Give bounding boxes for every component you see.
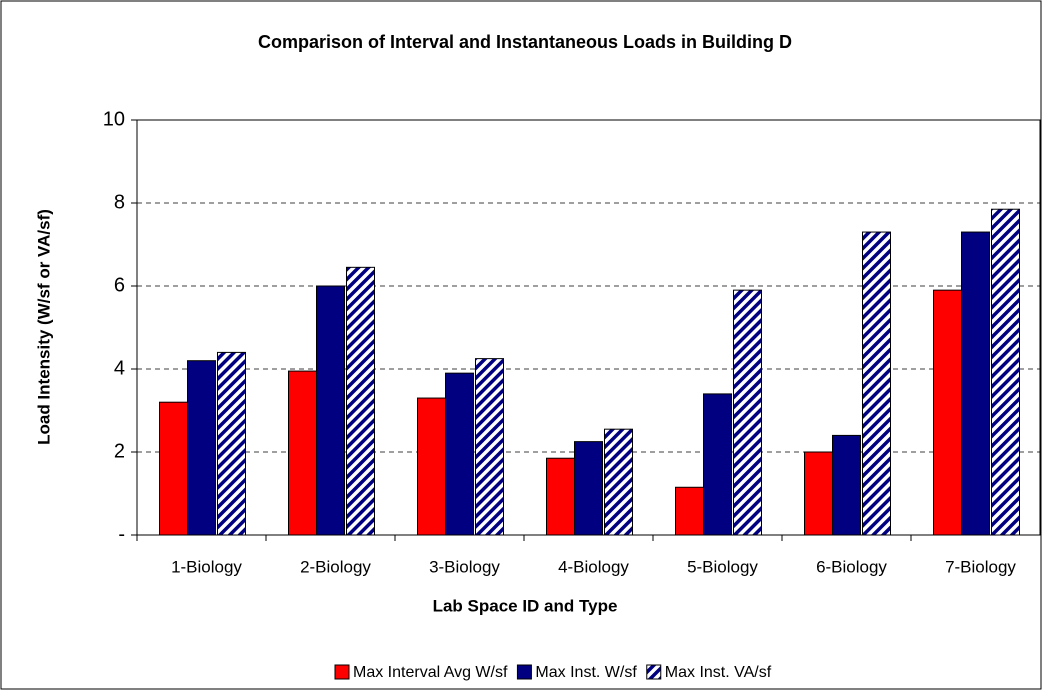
legend-swatch — [334, 664, 350, 680]
chart-title: Comparison of Interval and Instantaneous… — [258, 32, 792, 52]
y-tick-label: 10 — [103, 108, 125, 130]
bar — [733, 289, 762, 536]
x-tick-label: 2-Biology — [300, 557, 371, 576]
legend-label: Max Inst. VA/sf — [665, 664, 772, 681]
bar — [604, 428, 633, 536]
legend-label: Max Inst. W/sf — [535, 664, 637, 681]
bar — [316, 285, 345, 536]
bar — [933, 289, 962, 536]
y-tick-label: 6 — [114, 274, 125, 296]
x-tick-label: 3-Biology — [429, 557, 500, 576]
x-tick-label: 7-Biology — [945, 557, 1016, 576]
bar — [862, 231, 891, 536]
bar — [804, 451, 833, 536]
bar — [475, 358, 504, 536]
bar — [832, 434, 861, 536]
bar — [417, 397, 446, 536]
bar — [703, 393, 732, 536]
plot-frame — [136, 119, 1041, 536]
bar — [217, 351, 246, 536]
y-tick-label: 8 — [114, 191, 125, 213]
bar — [159, 401, 188, 536]
bar — [346, 266, 375, 536]
bar — [445, 372, 474, 536]
bar — [961, 231, 990, 536]
legend-swatch — [646, 664, 662, 680]
x-tick-label: 4-Biology — [558, 557, 629, 576]
bar — [288, 370, 317, 536]
x-axis-label: Lab Space ID and Type — [433, 596, 618, 615]
x-tick-label: 1-Biology — [171, 557, 242, 576]
bar — [187, 360, 216, 536]
bar — [574, 441, 603, 536]
bar — [991, 208, 1020, 536]
bar — [546, 457, 575, 536]
bar — [675, 486, 704, 536]
legend-swatch — [516, 664, 532, 680]
y-tick-label: 2 — [114, 440, 125, 462]
x-tick-label: 6-Biology — [816, 557, 887, 576]
y-axis-label: Load Intensity (W/sf or VA/sf) — [34, 209, 53, 445]
y-tick-label: - — [118, 523, 125, 545]
legend-label: Max Interval Avg W/sf — [353, 664, 508, 681]
x-tick-label: 5-Biology — [687, 557, 758, 576]
y-tick-label: 4 — [114, 357, 125, 379]
